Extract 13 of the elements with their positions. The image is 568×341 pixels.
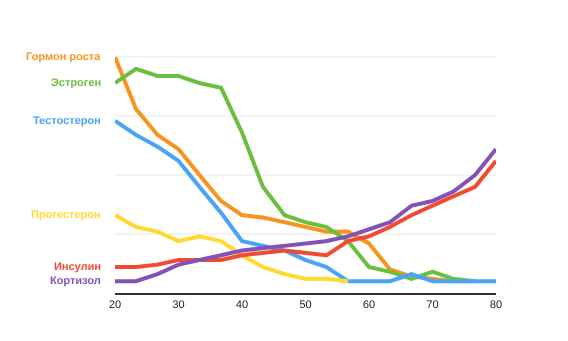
series-label: Прогестерон xyxy=(31,209,101,221)
x-tick-label: 60 xyxy=(362,299,376,312)
x-tick-label: 50 xyxy=(299,299,312,312)
series-label: Кортизол xyxy=(50,275,101,287)
x-tick-label: 40 xyxy=(236,299,248,312)
x-tick-label: 80 xyxy=(490,299,502,312)
series-label: Инсулин xyxy=(54,261,102,273)
x-tick-label: 70 xyxy=(426,299,439,312)
x-tick-label: 20 xyxy=(108,299,122,312)
series-label: Тестостерон xyxy=(33,115,101,127)
series-label: Эстроген xyxy=(51,77,102,89)
series-label: Гормон роста xyxy=(26,51,102,63)
x-tick-label: 30 xyxy=(172,299,185,312)
